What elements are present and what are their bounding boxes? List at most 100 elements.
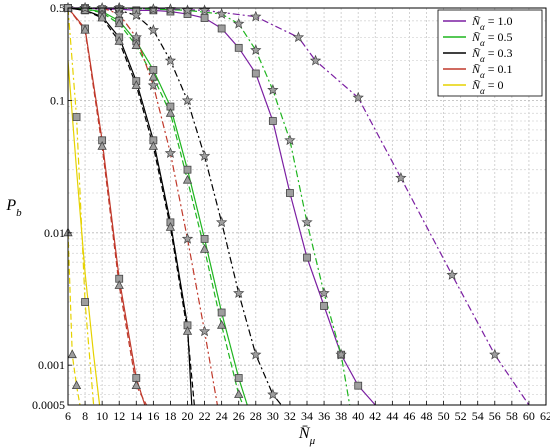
x-tick-label: 36 <box>318 409 330 423</box>
square-marker <box>268 117 277 125</box>
x-tick-label: 52 <box>455 409 467 423</box>
star-marker <box>198 150 211 161</box>
triangle-marker <box>182 174 193 184</box>
star-marker <box>267 84 279 95</box>
triangle-marker <box>131 80 141 89</box>
x-tick-label: 32 <box>284 409 296 423</box>
star-marker <box>113 8 125 19</box>
square-marker <box>72 113 81 121</box>
star-marker <box>181 4 194 16</box>
triangle-marker <box>165 222 176 231</box>
triangle-marker <box>199 244 210 253</box>
star-marker <box>233 17 245 29</box>
triangle-marker <box>148 141 159 150</box>
triangle-marker <box>131 40 141 49</box>
square-marker <box>234 43 243 52</box>
triangle-marker <box>114 280 124 289</box>
star-marker <box>233 287 245 298</box>
star-marker <box>395 171 407 183</box>
triangle-marker <box>216 319 227 329</box>
x-tick-label: 6 <box>65 409 71 423</box>
y-tick-label: 0.0005 <box>32 398 65 412</box>
star-marker <box>130 9 142 21</box>
star-marker <box>147 24 160 35</box>
x-tick-label: 44 <box>386 409 398 423</box>
triangle-marker <box>80 24 90 34</box>
star-marker <box>267 388 279 400</box>
x-tick-label: 58 <box>506 409 518 423</box>
tick-labels: 6 8 10 12 14 16 18 20 22 24 26 28 30 32 34 36 38 40 42 44 46… <box>32 1 550 423</box>
x-tick-label: 34 <box>301 409 313 423</box>
x-tick-label: 48 <box>421 409 433 423</box>
square-marker <box>234 374 243 382</box>
x-tick-label: 60 <box>523 409 535 423</box>
x-tick-label: 28 <box>250 409 262 423</box>
star-marker <box>181 94 194 106</box>
star-marker <box>198 4 211 16</box>
square-marker <box>183 165 192 174</box>
x-tick-label: 24 <box>216 409 228 423</box>
triangle-marker <box>97 12 107 22</box>
triangle-marker <box>97 141 107 150</box>
series-line-0-dashed <box>67 232 81 406</box>
square-marker <box>217 24 226 33</box>
legend-label: N̄α = 0.1 <box>471 62 513 80</box>
legend: N̄α = 1.0N̄α = 0.5N̄α = 0.3N̄α = 0.1N̄α … <box>437 9 543 97</box>
x-tick-label: 38 <box>335 409 347 423</box>
x-tick-label: 16 <box>147 409 159 423</box>
star-marker <box>164 147 177 158</box>
square-marker <box>303 253 311 262</box>
series-line-0.1-dashdot <box>101 7 218 406</box>
y-tick-label: 0.1 <box>50 93 65 107</box>
triangle-marker <box>234 389 244 398</box>
y-tick-label: 0.01 <box>44 226 65 240</box>
x-tick-label: 50 <box>438 409 450 423</box>
star-marker <box>309 54 322 66</box>
x-tick-label: 42 <box>369 409 381 423</box>
triangle-marker <box>165 107 176 117</box>
x-tick-label: 10 <box>96 409 108 423</box>
markers-layer <box>62 2 501 400</box>
star-marker <box>292 31 305 43</box>
star-marker <box>130 31 142 43</box>
star-marker <box>250 348 262 360</box>
star-marker <box>284 134 296 146</box>
star-marker <box>318 287 330 298</box>
triangle-marker <box>114 35 124 45</box>
legend-label: N̄α = 0.3 <box>471 46 513 64</box>
series-line-0-dashdot <box>67 7 95 406</box>
square-marker <box>200 234 209 243</box>
square-marker <box>320 302 328 310</box>
square-marker <box>81 298 89 306</box>
star-marker <box>215 8 228 19</box>
x-tick-label: 20 <box>182 409 194 423</box>
x-axis-title: N̄μ <box>298 425 316 447</box>
triangle-marker <box>114 18 124 28</box>
star-marker <box>215 216 228 228</box>
y-tick-label: 0.5 <box>50 1 65 15</box>
x-tick-label: 54 <box>472 409 484 423</box>
star-marker <box>489 348 501 360</box>
triangle-marker <box>71 380 82 390</box>
legend-label: N̄α = 1.0 <box>471 14 513 32</box>
square-marker <box>200 14 209 22</box>
x-tick-label: 22 <box>199 409 211 423</box>
square-marker <box>217 308 226 317</box>
star-marker <box>181 232 194 244</box>
star-marker <box>301 216 313 228</box>
x-tick-label: 62 <box>540 409 550 423</box>
square-marker <box>251 69 260 78</box>
y-tick-label: 0.001 <box>38 358 65 372</box>
star-marker <box>147 79 160 91</box>
star-marker <box>198 325 211 337</box>
legend-label: N̄α = 0.5 <box>471 30 513 48</box>
star-marker <box>446 269 458 280</box>
x-tick-label: 18 <box>164 409 176 423</box>
star-marker <box>250 44 262 55</box>
star-marker <box>335 348 347 360</box>
x-tick-label: 26 <box>233 409 245 423</box>
x-tick-label: 40 <box>352 409 364 423</box>
triangle-marker <box>67 349 77 359</box>
legend-label: N̄α = 0 <box>471 78 504 96</box>
